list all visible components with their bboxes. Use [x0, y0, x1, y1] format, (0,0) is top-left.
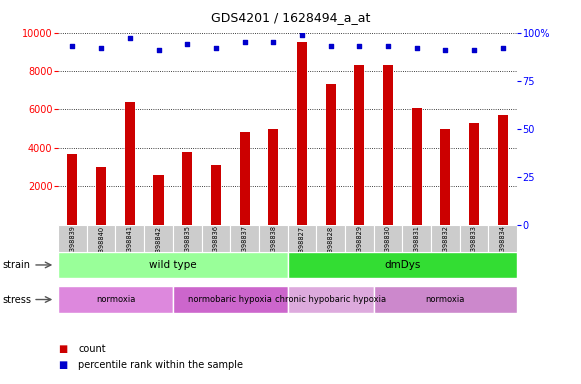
Bar	[354, 65, 364, 225]
Bar	[116, 225, 144, 252]
Bar	[268, 129, 278, 225]
Bar	[259, 225, 288, 252]
Text: GSM398830: GSM398830	[385, 225, 391, 265]
Bar	[288, 225, 316, 252]
Text: GSM398833: GSM398833	[471, 225, 477, 265]
Text: GSM398839: GSM398839	[70, 225, 76, 265]
Point	[211, 45, 221, 51]
Text: normoxia: normoxia	[96, 295, 135, 304]
Bar	[431, 225, 460, 252]
Text: GSM398831: GSM398831	[414, 225, 419, 265]
Point	[297, 31, 307, 38]
Text: GSM398841: GSM398841	[127, 225, 133, 265]
Text: chronic hypobaric hypoxia: chronic hypobaric hypoxia	[275, 295, 386, 304]
Text: GSM398828: GSM398828	[328, 225, 333, 266]
Bar	[383, 65, 393, 225]
Text: dmDys: dmDys	[384, 260, 421, 270]
Bar	[125, 102, 135, 225]
Text: GSM398838: GSM398838	[270, 225, 276, 265]
Bar	[489, 225, 517, 252]
Point	[154, 47, 163, 53]
Bar	[325, 84, 336, 225]
Text: GSM398829: GSM398829	[356, 225, 363, 265]
Text: count: count	[78, 344, 106, 354]
Text: GDS4201 / 1628494_a_at: GDS4201 / 1628494_a_at	[211, 12, 370, 25]
Bar	[153, 175, 163, 225]
Point	[441, 47, 450, 53]
Bar	[498, 115, 508, 225]
Point	[240, 39, 249, 45]
Bar	[374, 225, 403, 252]
Text: ■: ■	[58, 344, 67, 354]
Point	[268, 39, 278, 45]
Bar	[211, 165, 221, 225]
Text: GSM398834: GSM398834	[500, 225, 505, 265]
Bar	[58, 286, 173, 313]
Bar	[58, 225, 87, 252]
Bar	[58, 252, 288, 278]
Bar	[440, 129, 450, 225]
Point	[498, 45, 507, 51]
Text: normobaric hypoxia: normobaric hypoxia	[188, 295, 272, 304]
Point	[326, 43, 335, 49]
Point	[125, 35, 134, 41]
Point	[469, 47, 479, 53]
Bar	[67, 154, 77, 225]
Bar	[288, 286, 374, 313]
Bar	[469, 123, 479, 225]
Bar	[288, 252, 517, 278]
Bar	[87, 225, 116, 252]
Point	[68, 43, 77, 49]
Text: ■: ■	[58, 360, 67, 370]
Bar	[239, 132, 250, 225]
Bar	[96, 167, 106, 225]
Text: GSM398835: GSM398835	[184, 225, 190, 265]
Bar	[316, 225, 345, 252]
Text: wild type: wild type	[149, 260, 196, 270]
Bar	[173, 286, 288, 313]
Text: normoxia: normoxia	[426, 295, 465, 304]
Bar	[297, 42, 307, 225]
Text: strain: strain	[3, 260, 31, 270]
Bar	[412, 108, 422, 225]
Text: GSM398836: GSM398836	[213, 225, 219, 265]
Text: GSM398832: GSM398832	[442, 225, 449, 265]
Text: percentile rank within the sample: percentile rank within the sample	[78, 360, 243, 370]
Text: GSM398842: GSM398842	[156, 225, 162, 266]
Text: GSM398827: GSM398827	[299, 225, 305, 266]
Bar	[144, 225, 173, 252]
Point	[96, 45, 106, 51]
Text: GSM398837: GSM398837	[242, 225, 248, 265]
Bar	[460, 225, 489, 252]
Bar	[173, 225, 202, 252]
Text: GSM398840: GSM398840	[98, 225, 104, 266]
Bar	[230, 225, 259, 252]
Point	[354, 43, 364, 49]
Point	[383, 43, 393, 49]
Bar	[403, 225, 431, 252]
Bar	[374, 286, 517, 313]
Text: stress: stress	[3, 295, 32, 305]
Bar	[345, 225, 374, 252]
Bar	[202, 225, 230, 252]
Point	[182, 41, 192, 47]
Bar	[182, 152, 192, 225]
Point	[412, 45, 421, 51]
